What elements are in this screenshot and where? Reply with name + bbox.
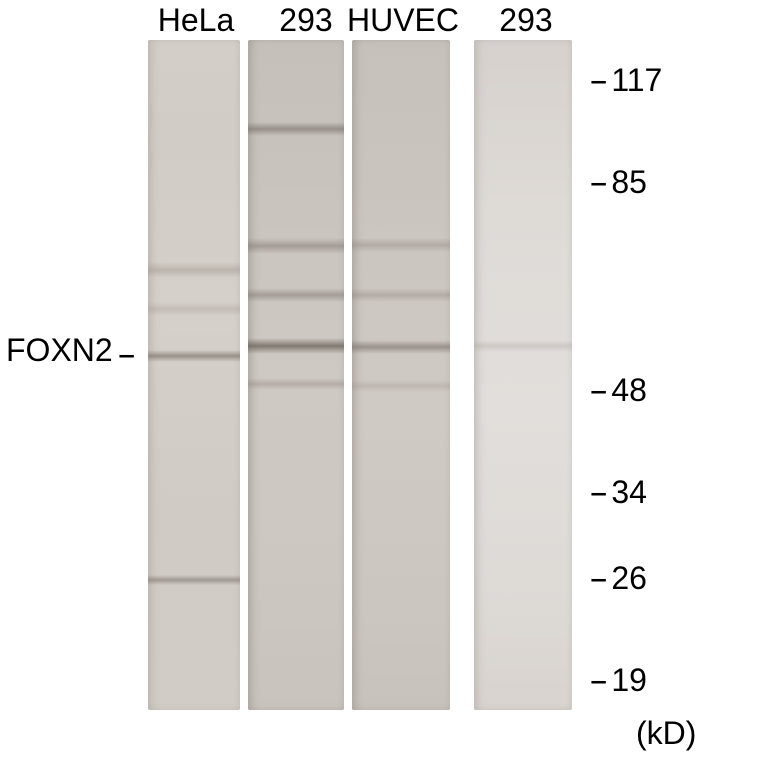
lane-label-HUVEC: HUVEC <box>342 2 464 39</box>
mw-marker-34: --34 <box>590 474 647 511</box>
mw-marker-tick: -- <box>590 474 603 511</box>
mw-marker-tick: -- <box>590 62 603 99</box>
band <box>148 350 240 362</box>
mw-marker-value: 34 <box>611 474 647 511</box>
mw-marker-117: --117 <box>590 62 662 99</box>
lane-HeLa <box>148 40 240 710</box>
mw-marker-value: 26 <box>611 560 647 597</box>
mw-marker-85: --85 <box>590 164 647 201</box>
mw-marker-value: 85 <box>611 164 647 201</box>
mw-marker-tick: -- <box>590 372 603 409</box>
band <box>352 288 450 302</box>
band <box>148 302 240 316</box>
band <box>148 575 240 585</box>
unit-label: (kD) <box>636 715 696 752</box>
band <box>352 238 450 252</box>
lanes-group <box>0 40 764 710</box>
band <box>248 378 344 390</box>
band <box>248 338 344 354</box>
band <box>248 122 344 136</box>
mw-marker-value: 48 <box>611 372 647 409</box>
mw-marker-26: --26 <box>590 560 647 597</box>
lane-293_2 <box>474 40 572 710</box>
band <box>248 288 344 302</box>
band <box>352 380 450 392</box>
mw-marker-value: 19 <box>611 662 647 699</box>
band <box>474 340 572 352</box>
mw-marker-tick: -- <box>590 560 603 597</box>
lane-label-293_1: 293 <box>260 2 352 39</box>
lane-label-HeLa: HeLa <box>150 2 242 39</box>
mw-marker-19: --19 <box>590 662 647 699</box>
lane-293_1 <box>248 40 344 710</box>
band <box>248 238 344 254</box>
mw-marker-tick: -- <box>590 662 603 699</box>
blot-figure: FOXN2 -- HeLa293HUVEC293 --117--85--48--… <box>0 0 764 764</box>
mw-marker-48: --48 <box>590 372 647 409</box>
lane-HUVEC <box>352 40 450 710</box>
band <box>352 340 450 354</box>
mw-marker-value: 117 <box>611 62 662 99</box>
lane-label-293_2: 293 <box>480 2 572 39</box>
mw-marker-tick: -- <box>590 164 603 201</box>
band <box>148 262 240 278</box>
